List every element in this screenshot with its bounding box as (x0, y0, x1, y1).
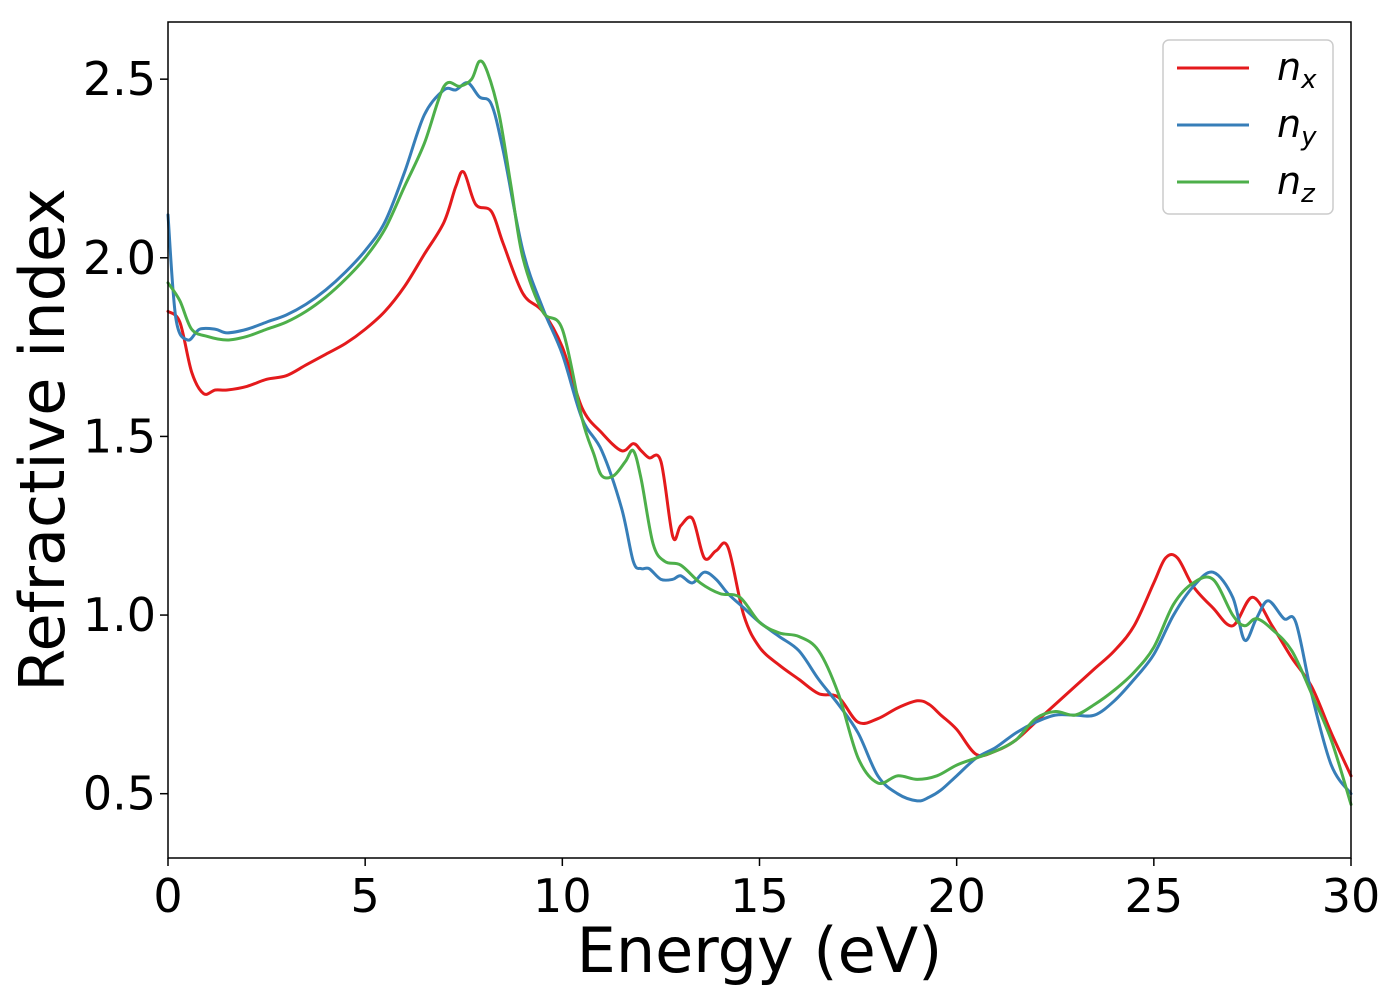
x-tick-label: 30 (1322, 869, 1381, 923)
x-tick-label: 10 (533, 869, 592, 923)
y-tick-label: 2.0 (83, 231, 156, 285)
x-axis-title: Energy (eV) (577, 914, 943, 987)
x-tick-label: 0 (153, 869, 182, 923)
y-tick-label: 0.5 (83, 767, 156, 821)
x-tick-label: 25 (1125, 869, 1184, 923)
legend-subscript: x (1300, 65, 1317, 95)
y-axis-title: Refractive index (6, 188, 79, 692)
series-line-n-z (166, 59, 1353, 806)
x-tick-label: 20 (927, 869, 986, 923)
x-tick-label: 5 (351, 869, 380, 923)
legend-entry-n-x: nx (1277, 45, 1317, 95)
x-tick-label: 15 (730, 869, 789, 923)
y-tick-label: 1.0 (83, 588, 156, 642)
legend-subscript: y (1300, 122, 1317, 152)
legend-entry-n-y: ny (1277, 102, 1317, 152)
x-axis-ticks: 0 5 10 15 20 25 30 (153, 858, 1380, 923)
y-tick-label: 1.5 (83, 409, 156, 463)
legend-box (1162, 39, 1334, 215)
series-line-n-x (166, 169, 1353, 778)
legend-subscript: z (1300, 179, 1316, 209)
y-tick-label: 2.5 (83, 52, 156, 106)
series-line-n-y (166, 81, 1353, 803)
series-layer (166, 59, 1353, 806)
y-axis-ticks: 0.5 1.0 1.5 2.0 2.5 (83, 52, 168, 821)
